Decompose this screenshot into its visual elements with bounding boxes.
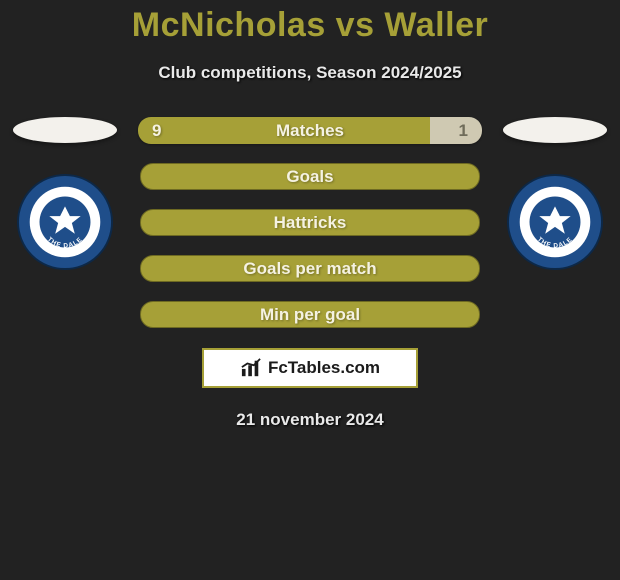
matches-bar: 9 Matches 1 [138,117,482,144]
club-crest-left: ROCHDALE A.F.C THE DALE [16,173,114,276]
crest-icon: ROCHDALE A.F.C THE DALE [16,173,114,271]
brand-text: FcTables.com [268,358,380,378]
club-crest-right: ROCHDALE A.F.C THE DALE [506,173,604,276]
crest-icon: ROCHDALE A.F.C THE DALE [506,173,604,271]
comparison-page: McNicholas vs Waller Club competitions, … [0,0,620,580]
right-player-col: ROCHDALE A.F.C THE DALE [500,117,610,276]
stat-bar-goals-per-match: Goals per match [140,255,480,282]
page-subtitle: Club competitions, Season 2024/2025 [0,63,620,83]
main-row: ROCHDALE A.F.C THE DALE 9 Matches 1 Goal… [0,117,620,430]
matches-label: Matches [138,121,482,141]
stat-bar-goals: Goals [140,163,480,190]
player-ellipse-right [503,117,607,143]
date-text: 21 november 2024 [236,410,383,430]
matches-right-value: 1 [459,117,468,144]
brand-box[interactable]: FcTables.com [202,348,418,388]
stats-column: 9 Matches 1 Goals Hattricks Goals per ma… [134,117,486,430]
player-ellipse-left [13,117,117,143]
stat-bar-min-per-goal: Min per goal [140,301,480,328]
left-player-col: ROCHDALE A.F.C THE DALE [10,117,120,276]
page-title: McNicholas vs Waller [0,6,620,45]
stat-bar-hattricks: Hattricks [140,209,480,236]
chart-icon [240,358,262,378]
